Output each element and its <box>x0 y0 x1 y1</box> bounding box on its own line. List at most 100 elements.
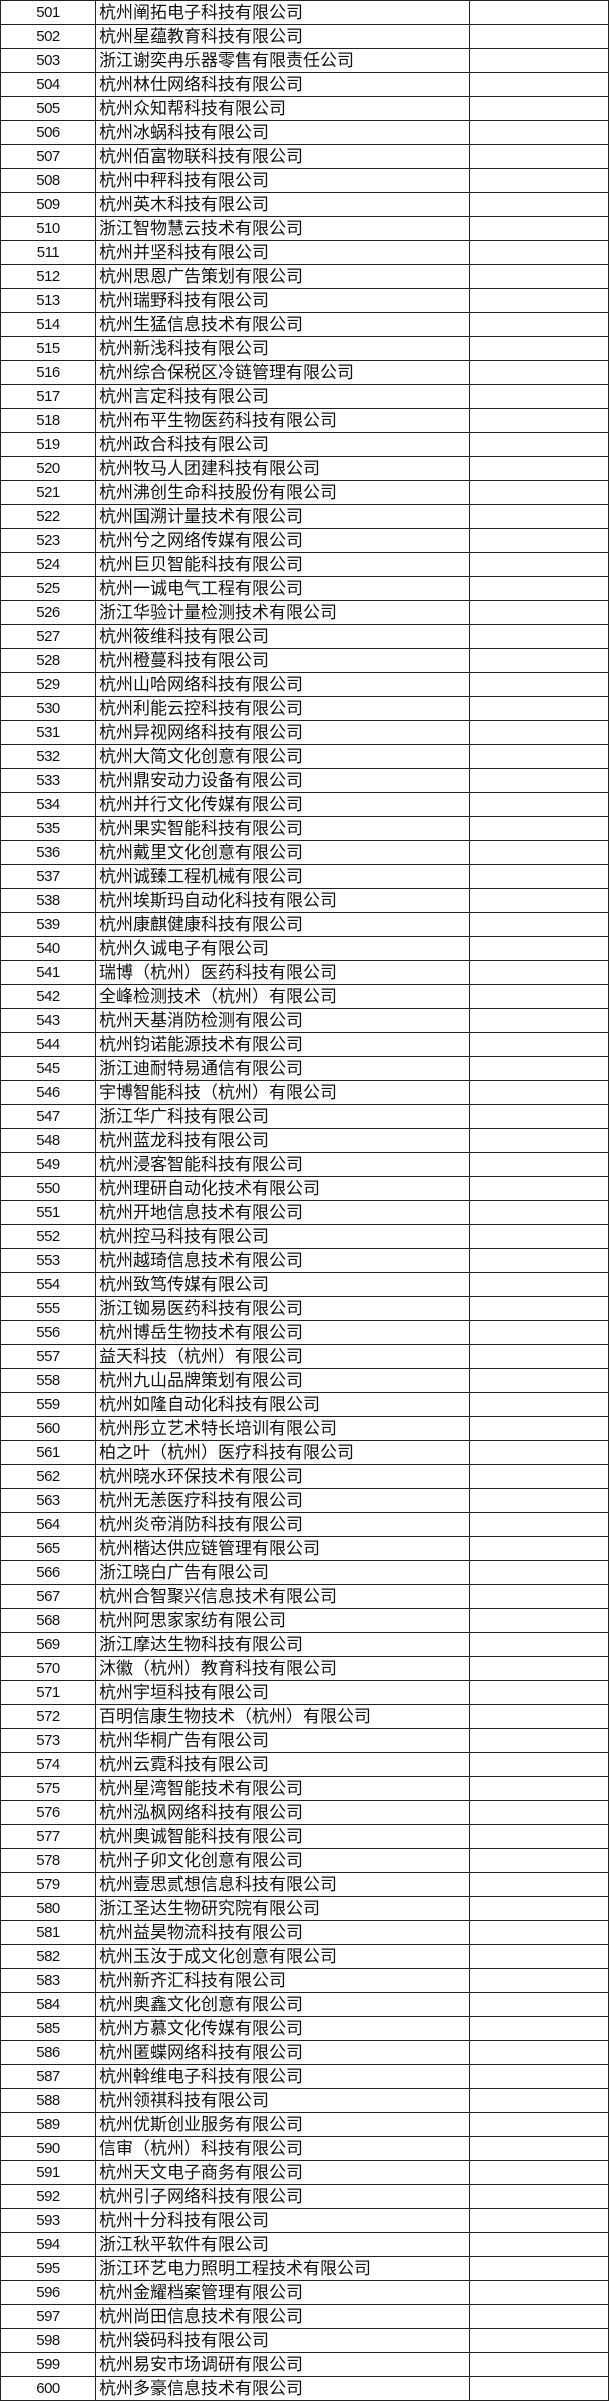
company-name: 益天科技（杭州）有限公司 <box>95 1344 470 1369</box>
empty-cell <box>469 456 609 481</box>
table-row: 568 杭州阿思家家纺有限公司 <box>0 1608 609 1633</box>
row-number: 570 <box>0 1656 96 1681</box>
company-name: 杭州新浅科技有限公司 <box>95 336 470 361</box>
company-name: 杭州一诚电气工程有限公司 <box>95 576 470 601</box>
table-row: 600 杭州多豪信息技术有限公司 <box>0 2376 609 2401</box>
empty-cell <box>469 1824 609 1849</box>
company-name: 杭州开地信息技术有限公司 <box>95 1200 470 1225</box>
company-name: 沐徽（杭州）教育科技有限公司 <box>95 1656 470 1681</box>
row-number: 520 <box>0 456 96 481</box>
empty-cell <box>469 936 609 961</box>
empty-cell <box>469 1968 609 1993</box>
row-number: 501 <box>0 0 96 25</box>
row-number: 547 <box>0 1104 96 1129</box>
company-name: 杭州晓水环保技术有限公司 <box>95 1464 470 1489</box>
company-name: 杭州中秤科技有限公司 <box>95 168 470 193</box>
company-name: 杭州星湾智能技术有限公司 <box>95 1776 470 1801</box>
empty-cell <box>469 1344 609 1369</box>
row-number: 565 <box>0 1536 96 1561</box>
table-row: 581 杭州益昊物流科技有限公司 <box>0 1920 609 1945</box>
empty-cell <box>469 1560 609 1585</box>
row-number: 545 <box>0 1056 96 1081</box>
row-number: 588 <box>0 2088 96 2113</box>
company-name: 杭州英木科技有限公司 <box>95 192 470 217</box>
company-name: 浙江谢奕冉乐器零售有限责任公司 <box>95 48 470 73</box>
company-name: 杭州橙蔓科技有限公司 <box>95 648 470 673</box>
table-row: 520 杭州牧马人团建科技有限公司 <box>0 456 609 481</box>
empty-cell <box>469 1464 609 1489</box>
table-row: 580 浙江圣达生物研究院有限公司 <box>0 1896 609 1921</box>
empty-cell <box>469 2160 609 2185</box>
company-name: 杭州布平生物医药科技有限公司 <box>95 408 470 433</box>
table-row: 595 浙江环艺电力照明工程技术有限公司 <box>0 2256 609 2281</box>
row-number: 574 <box>0 1752 96 1777</box>
table-row: 555 浙江铷易医药科技有限公司 <box>0 1296 609 1321</box>
table-row: 587 杭州斡维电子科技有限公司 <box>0 2064 609 2089</box>
empty-cell <box>469 1704 609 1729</box>
empty-cell <box>469 1896 609 1921</box>
empty-cell <box>469 2232 609 2257</box>
table-row: 511 杭州并坚科技有限公司 <box>0 240 609 265</box>
table-row: 506 杭州冰蜗科技有限公司 <box>0 120 609 145</box>
table-row: 588 杭州领祺科技有限公司 <box>0 2088 609 2113</box>
row-number: 587 <box>0 2064 96 2089</box>
table-row: 508 杭州中秤科技有限公司 <box>0 168 609 193</box>
company-name: 杭州玉汝于成文化创意有限公司 <box>95 1944 470 1969</box>
row-number: 561 <box>0 1440 96 1465</box>
row-number: 511 <box>0 240 96 265</box>
row-number: 571 <box>0 1680 96 1705</box>
table-row: 551 杭州开地信息技术有限公司 <box>0 1200 609 1225</box>
company-name: 杭州致笃传媒有限公司 <box>95 1272 470 1297</box>
table-row: 567 杭州合智聚兴信息技术有限公司 <box>0 1584 609 1609</box>
row-number: 592 <box>0 2184 96 2209</box>
empty-cell <box>469 408 609 433</box>
empty-cell <box>469 2112 609 2137</box>
company-name: 浙江摩达生物科技有限公司 <box>95 1632 470 1657</box>
company-name: 杭州多豪信息技术有限公司 <box>95 2376 470 2401</box>
row-number: 549 <box>0 1152 96 1177</box>
row-number: 517 <box>0 384 96 409</box>
table-row: 557 益天科技（杭州）有限公司 <box>0 1344 609 1369</box>
row-number: 502 <box>0 24 96 49</box>
table-row: 562 杭州晓水环保技术有限公司 <box>0 1464 609 1489</box>
empty-cell <box>469 288 609 313</box>
table-row: 575 杭州星湾智能技术有限公司 <box>0 1776 609 1801</box>
empty-cell <box>469 1536 609 1561</box>
company-name: 全峰检测技术（杭州）有限公司 <box>95 984 470 1009</box>
empty-cell <box>469 1656 609 1681</box>
row-number: 598 <box>0 2328 96 2353</box>
company-name: 杭州利能云控科技有限公司 <box>95 696 470 721</box>
row-number: 515 <box>0 336 96 361</box>
table-row: 501 杭州阐拓电子科技有限公司 <box>0 0 609 25</box>
table-row: 598 杭州袋码科技有限公司 <box>0 2328 609 2353</box>
empty-cell <box>469 2280 609 2305</box>
table-row: 549 杭州浸客智能科技有限公司 <box>0 1152 609 1177</box>
table-row: 573 杭州华桐广告有限公司 <box>0 1728 609 1753</box>
row-number: 559 <box>0 1392 96 1417</box>
row-number: 586 <box>0 2040 96 2065</box>
empty-cell <box>469 336 609 361</box>
empty-cell <box>469 264 609 289</box>
company-name: 杭州沸创生命科技股份有限公司 <box>95 480 470 505</box>
empty-cell <box>469 1800 609 1825</box>
empty-cell <box>469 1392 609 1417</box>
table-row: 564 杭州炎帝消防科技有限公司 <box>0 1512 609 1537</box>
table-row: 538 杭州埃斯玛自动化科技有限公司 <box>0 888 609 913</box>
table-row: 541 瑞博（杭州）医药科技有限公司 <box>0 960 609 985</box>
company-name: 杭州华桐广告有限公司 <box>95 1728 470 1753</box>
row-number: 525 <box>0 576 96 601</box>
row-number: 530 <box>0 696 96 721</box>
empty-cell <box>469 240 609 265</box>
row-number: 510 <box>0 216 96 241</box>
table-row: 572 百明信康生物技术（杭州）有限公司 <box>0 1704 609 1729</box>
company-name: 杭州方慕文化传媒有限公司 <box>95 2016 470 2041</box>
company-name: 杭州引子网络科技有限公司 <box>95 2184 470 2209</box>
empty-cell <box>469 1848 609 1873</box>
row-number: 537 <box>0 864 96 889</box>
empty-cell <box>469 1104 609 1129</box>
row-number: 556 <box>0 1320 96 1345</box>
company-name: 杭州控马科技有限公司 <box>95 1224 470 1249</box>
company-name: 浙江华验计量检测技术有限公司 <box>95 600 470 625</box>
empty-cell <box>469 1128 609 1153</box>
